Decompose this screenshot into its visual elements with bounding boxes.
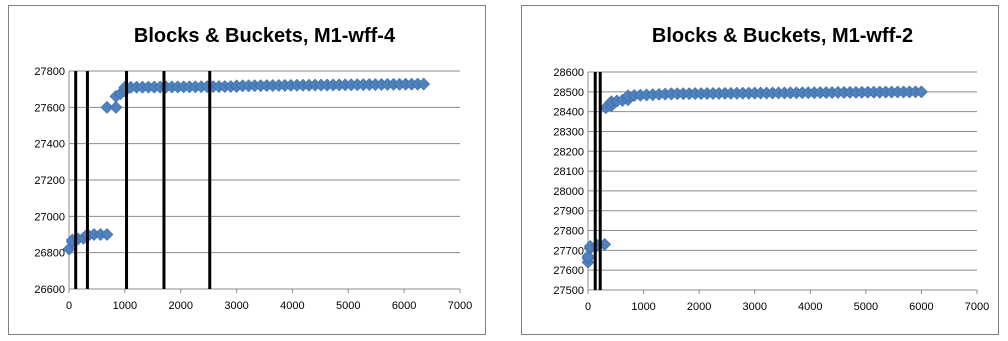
x-tick-label: 4000: [798, 301, 822, 313]
y-tick-label: 27400: [34, 139, 65, 151]
x-tick-label: 7000: [965, 301, 989, 313]
y-tick-label: 27800: [553, 226, 584, 238]
y-tick-label: 28200: [553, 146, 584, 158]
x-tick-label: 3000: [224, 300, 248, 312]
y-tick-label: 27800: [34, 66, 65, 78]
y-tick-label: 28600: [553, 67, 584, 79]
y-tick-label: 28500: [553, 87, 584, 99]
x-tick-label: 1000: [113, 300, 137, 312]
y-tick-label: 26600: [34, 284, 65, 296]
chart-left-svg: Blocks & Buckets, M1-wff-4 26600 26800 2700…: [34, 25, 472, 312]
y-tick-label: 28000: [553, 186, 584, 198]
y-tick-label: 28100: [553, 166, 584, 178]
x-tick-label: 5000: [854, 301, 878, 313]
y-tick-label: 27500: [553, 285, 584, 297]
data-series: [62, 77, 431, 256]
x-tick-label: 2000: [168, 300, 192, 312]
y-tick-label: 27600: [34, 102, 65, 114]
y-tick-label: 28300: [553, 126, 584, 138]
y-tick-label: 27900: [553, 206, 584, 218]
x-tick-label: 0: [585, 301, 591, 313]
y-tick-label: 28400: [553, 107, 584, 119]
data-point: [915, 85, 928, 99]
x-tick-label: 1000: [631, 301, 655, 313]
x-tick-label: 5000: [336, 300, 360, 312]
chart-panel-left: Blocks & Buckets, M1-wff-4 26600 26800 2700…: [8, 5, 486, 335]
x-tick-label: 6000: [909, 301, 933, 313]
data-series: [581, 85, 928, 269]
x-tick-label: 2000: [687, 301, 711, 313]
data-point: [100, 100, 114, 114]
y-tick-label: 27700: [553, 245, 584, 257]
data-point: [100, 228, 114, 241]
x-tick-label: 0: [66, 300, 72, 312]
x-tick-label: 7000: [448, 300, 472, 312]
chart-title: Blocks & Buckets, M1-wff-2: [652, 25, 913, 47]
data-point: [109, 100, 123, 114]
x-tick-label: 6000: [392, 300, 416, 312]
x-tick-label: 4000: [280, 300, 304, 312]
y-tick-label: 27200: [34, 175, 65, 187]
y-tick-label: 27000: [34, 211, 65, 223]
chart-panel-right: Blocks & Buckets, M1-wff-2 27500 27600 2770…: [521, 5, 999, 335]
y-tick-label: 26800: [34, 248, 65, 260]
x-tick-label: 3000: [742, 301, 766, 313]
chart-title: Blocks & Buckets, M1-wff-4: [134, 25, 396, 47]
data-point: [417, 77, 431, 91]
chart-right-svg: Blocks & Buckets, M1-wff-2 27500 27600 2770…: [553, 25, 989, 313]
y-tick-label: 27600: [553, 265, 584, 277]
